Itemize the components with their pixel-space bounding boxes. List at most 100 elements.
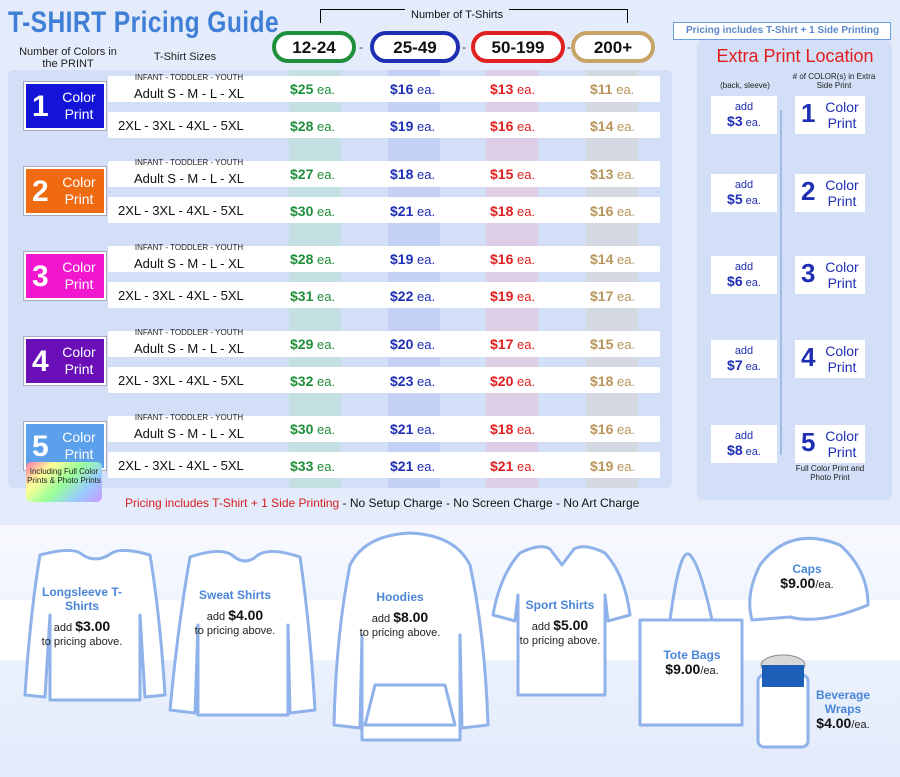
garment-price: $4.00 bbox=[228, 607, 264, 623]
price-unit: ea. bbox=[745, 446, 761, 458]
price-value: $21 bbox=[390, 203, 414, 219]
price-adult: $19 ea. bbox=[390, 251, 435, 267]
extra-color-box: 2 Color Print bbox=[795, 174, 865, 212]
full-color-badge: Including Full Color Prints & Photo Prin… bbox=[26, 462, 102, 502]
extra-add-box: add $8 ea. bbox=[711, 425, 777, 463]
extra-color-count: 3 bbox=[801, 258, 816, 288]
extra-item-name: Caps bbox=[792, 562, 822, 576]
row-adult bbox=[108, 161, 660, 187]
price-adult: $16 ea. bbox=[390, 81, 435, 97]
price-unit: ea. bbox=[516, 167, 536, 182]
price-adult: $13 ea. bbox=[490, 81, 535, 97]
price-unit: ea. bbox=[316, 82, 336, 97]
price-value: $21 bbox=[390, 458, 414, 474]
extra-price: $6 bbox=[727, 273, 743, 289]
extra-item-info: Tote Bags $9.00/ea. bbox=[654, 648, 730, 678]
extra-color-box: 3 Color Print bbox=[795, 256, 865, 294]
price-xl: $16 ea. bbox=[590, 203, 635, 219]
extra-item-unit: /ea. bbox=[700, 665, 719, 677]
side-sub-right: # of COLOR(s) in Extra Side Print bbox=[792, 72, 876, 90]
price-value: $30 bbox=[290, 203, 314, 219]
price-unit: ea. bbox=[416, 119, 436, 134]
price-value: $16 bbox=[490, 251, 514, 267]
price-value: $16 bbox=[390, 81, 414, 97]
price-value: $28 bbox=[290, 251, 314, 267]
price-unit: ea. bbox=[616, 252, 636, 267]
color-count-box: 2 Color Print bbox=[24, 167, 106, 215]
extra-color-box: 5 Color Print bbox=[795, 425, 865, 463]
color-count-label: Color Print bbox=[56, 174, 102, 208]
extra-color-label: Color Print bbox=[821, 343, 863, 375]
price-adult: $14 ea. bbox=[590, 251, 635, 267]
color-word: Color bbox=[825, 428, 859, 444]
color-word: Color bbox=[825, 259, 859, 275]
price-unit: ea. bbox=[416, 167, 436, 182]
row-adult bbox=[108, 416, 660, 442]
extra-price: $7 bbox=[727, 357, 743, 373]
cap-shape bbox=[748, 536, 870, 622]
price-value: $19 bbox=[490, 288, 514, 304]
price-adult: $11 ea. bbox=[590, 81, 634, 97]
print-word: Print bbox=[64, 446, 94, 462]
color-count: 1 bbox=[32, 90, 49, 123]
price-unit: ea. bbox=[416, 252, 436, 267]
extra-item-price: $4.00 bbox=[816, 715, 852, 731]
price-unit: ea. bbox=[745, 361, 761, 373]
price-unit: ea. bbox=[516, 374, 536, 389]
price-unit: ea. bbox=[616, 204, 636, 219]
price-xl: $21 ea. bbox=[390, 458, 435, 474]
row-xl bbox=[108, 452, 660, 478]
garment-name: Longsleeve T-Shirts bbox=[41, 585, 123, 613]
price-xl: $19 ea. bbox=[390, 118, 435, 134]
price-xl: $17 ea. bbox=[590, 288, 635, 304]
color-word: Color bbox=[825, 99, 859, 115]
dash: - bbox=[359, 40, 363, 54]
size-line-adult: Adult S - M - L - XL bbox=[133, 171, 245, 186]
color-count-label: Color Print bbox=[56, 429, 102, 463]
price-value: $17 bbox=[590, 288, 614, 304]
price-value: $14 bbox=[590, 118, 614, 134]
extra-add-box: add $7 ea. bbox=[711, 340, 777, 378]
price-unit: ea. bbox=[516, 119, 536, 134]
garment-note: to pricing above. bbox=[41, 636, 123, 648]
price-adult: $20 ea. bbox=[390, 336, 435, 352]
add-word: add bbox=[531, 621, 551, 633]
garment-name: Hoodies bbox=[376, 590, 424, 604]
color-word: Color bbox=[62, 259, 96, 275]
extra-color-label: Color Print bbox=[821, 428, 863, 460]
price-adult: $13 ea. bbox=[590, 166, 635, 182]
extra-item-name: Beverage Wraps bbox=[815, 688, 871, 716]
size-line-xl: 2XL - 3XL - 4XL - 5XL bbox=[118, 373, 244, 388]
add-word: add bbox=[734, 179, 754, 191]
qty-header: Number of T-Shirts bbox=[405, 9, 510, 21]
color-word: Color bbox=[62, 344, 96, 360]
price-unit: ea. bbox=[316, 252, 336, 267]
price-value: $15 bbox=[490, 166, 514, 182]
price-unit: ea. bbox=[616, 337, 636, 352]
price-value: $21 bbox=[390, 421, 414, 437]
price-unit: ea. bbox=[316, 119, 336, 134]
longsleeve-shirt-shape bbox=[23, 548, 167, 702]
page-title: T-SHIRT Pricing Guide bbox=[8, 6, 280, 39]
extra-item-info: Caps $9.00/ea. bbox=[770, 562, 844, 592]
price-adult: $28 ea. bbox=[290, 251, 335, 267]
row-xl bbox=[108, 112, 660, 138]
extra-add-box: add $3 ea. bbox=[711, 96, 777, 134]
row-adult bbox=[108, 246, 660, 272]
extra-color-label: Color Print bbox=[821, 99, 863, 131]
price-unit: ea. bbox=[616, 167, 636, 182]
price-value: $11 bbox=[590, 81, 613, 97]
color-count-label: Color Print bbox=[56, 89, 102, 123]
color-count: 4 bbox=[32, 345, 49, 378]
dash: - bbox=[567, 40, 571, 54]
price-adult: $21 ea. bbox=[390, 421, 435, 437]
add-word: add bbox=[734, 261, 754, 273]
price-value: $28 bbox=[290, 118, 314, 134]
extra-color-count: 1 bbox=[801, 98, 816, 128]
extra-color-box: 1 Color Print bbox=[795, 96, 865, 134]
price-value: $16 bbox=[590, 421, 614, 437]
extra-price: $5 bbox=[727, 191, 743, 207]
color-count-label: Color Print bbox=[56, 259, 102, 293]
add-word: add bbox=[734, 430, 754, 442]
price-value: $33 bbox=[290, 458, 314, 474]
